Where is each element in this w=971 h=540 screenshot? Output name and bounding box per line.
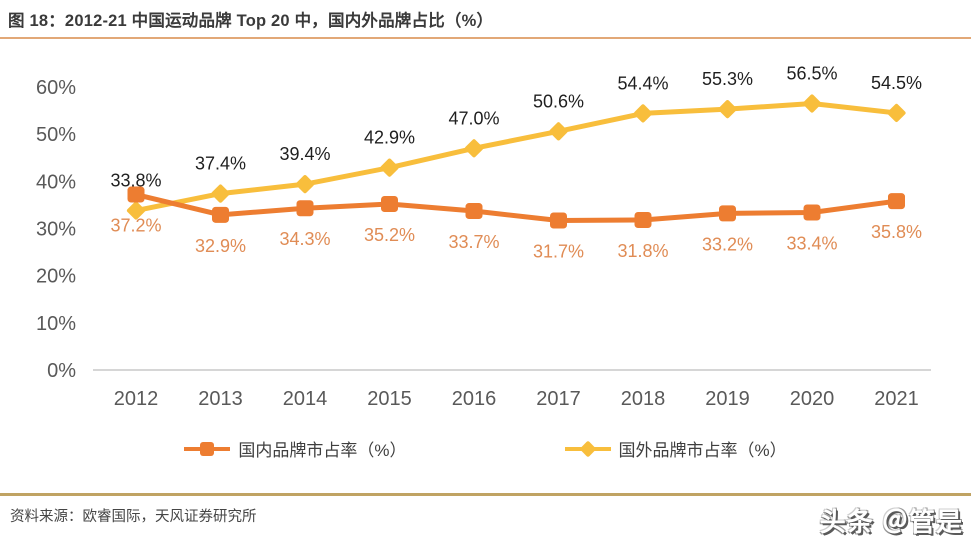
line-chart: 0% 10% 20% 30% 40% 50% 60% 2012 2013 2014 2015 2016… — [36, 64, 931, 410]
series-domestic-marker — [803, 204, 821, 221]
series-domestic-data-label: 37.2% — [110, 216, 161, 236]
series-domestic-marker — [296, 200, 314, 217]
series-foreign-marker — [887, 103, 906, 123]
chart-legend: 国内品牌市占率（%） 国外品牌市占率（%） — [0, 436, 971, 461]
series-foreign-data-label: 54.5% — [871, 73, 922, 93]
x-axis-tick-label: 2021 — [874, 388, 919, 410]
series-foreign-data-label: 54.4% — [617, 73, 668, 93]
series-domestic-marker — [465, 203, 483, 220]
series-foreign-marker — [464, 139, 484, 158]
y-axis-tick-label: 10% — [36, 313, 76, 335]
source-note: 资料来源：欧睿国际，天风证券研究所 — [10, 509, 257, 525]
y-axis-tick-label: 0% — [47, 360, 76, 382]
y-axis-tick-label: 50% — [36, 124, 76, 146]
series-foreign-data-label: 47.0% — [448, 108, 499, 128]
series-foreign-line — [135, 100, 897, 214]
series-domestic-marker — [381, 195, 398, 212]
x-axis-tick-label: 2020 — [790, 388, 835, 410]
series-foreign-data-label: 39.4% — [279, 144, 330, 164]
x-axis-tick-label: 2019 — [705, 388, 750, 410]
series-foreign-data-label: 56.5% — [786, 64, 837, 84]
series-domestic-data-label: 31.7% — [533, 241, 584, 261]
series-domestic-marker — [550, 212, 567, 229]
x-axis-tick-label: 2015 — [367, 388, 412, 410]
series-domestic-marker — [127, 186, 145, 203]
series-foreign-marker — [549, 122, 568, 141]
x-axis-tick-label: 2012 — [114, 388, 159, 410]
series-foreign-data-label: 33.8% — [110, 171, 161, 191]
x-axis-tick-label: 2017 — [536, 388, 581, 410]
series-domestic-data-label: 34.3% — [279, 229, 330, 249]
series-domestic-data-label: 33.2% — [702, 234, 753, 254]
series-foreign-marker — [802, 94, 822, 113]
legend-label-domestic: 国内品牌市占率（%） — [238, 441, 407, 460]
series-domestic-data-label: 35.8% — [871, 222, 922, 242]
series-foreign-data-label: 37.4% — [195, 154, 246, 174]
series-domestic-data-label: 33.7% — [448, 232, 499, 252]
series-foreign-data-label: 55.3% — [702, 69, 753, 89]
toutiao-watermark: 头条 ＠管是 — [819, 507, 963, 537]
series-domestic-data-label: 33.4% — [786, 233, 837, 253]
x-axis-tick-label: 2018 — [621, 388, 666, 410]
series-domestic-data-label: 31.8% — [617, 241, 668, 261]
series-foreign-data-label: 42.9% — [364, 128, 415, 148]
x-axis-tick-label: 2016 — [452, 388, 497, 410]
y-axis-tick-label: 30% — [36, 219, 76, 241]
footer-divider — [0, 493, 971, 496]
series-domestic-marker — [212, 206, 229, 223]
x-axis-tick-label: 2013 — [198, 388, 243, 410]
series-foreign-marker — [380, 158, 399, 177]
legend-label-foreign: 国外品牌市占率（%） — [618, 441, 787, 460]
series-domestic-line — [135, 192, 897, 223]
series-foreign-marker — [126, 201, 146, 220]
y-axis-tick-label: 20% — [36, 266, 76, 288]
figure-title: 图 18：2012-21 中国运动品牌 Top 20 中，国内外品牌占比（%） — [8, 12, 494, 30]
legend-marker-domestic-square-icon — [184, 441, 231, 456]
series-domestic-marker — [888, 193, 905, 210]
y-axis-tick-label: 40% — [36, 171, 76, 193]
series-foreign-marker — [718, 100, 737, 119]
x-axis-tick-label: 2014 — [283, 388, 328, 410]
series-foreign-marker — [295, 175, 315, 194]
series-foreign-marker — [633, 104, 653, 123]
series-domestic-marker — [634, 212, 652, 229]
legend-item-domestic: 国内品牌市占率（%） — [184, 436, 407, 461]
series-domestic-marker — [719, 205, 736, 222]
title-divider — [0, 37, 971, 39]
series-foreign-marker — [211, 184, 230, 203]
series-domestic-data-label: 35.2% — [364, 225, 415, 245]
y-axis-tick-label: 60% — [36, 77, 76, 99]
series-domestic-data-label: 32.9% — [195, 236, 246, 256]
legend-marker-foreign-diamond-icon — [564, 440, 611, 457]
series-foreign-data-label: 50.6% — [533, 91, 584, 111]
legend-item-foreign: 国外品牌市占率（%） — [564, 436, 787, 461]
